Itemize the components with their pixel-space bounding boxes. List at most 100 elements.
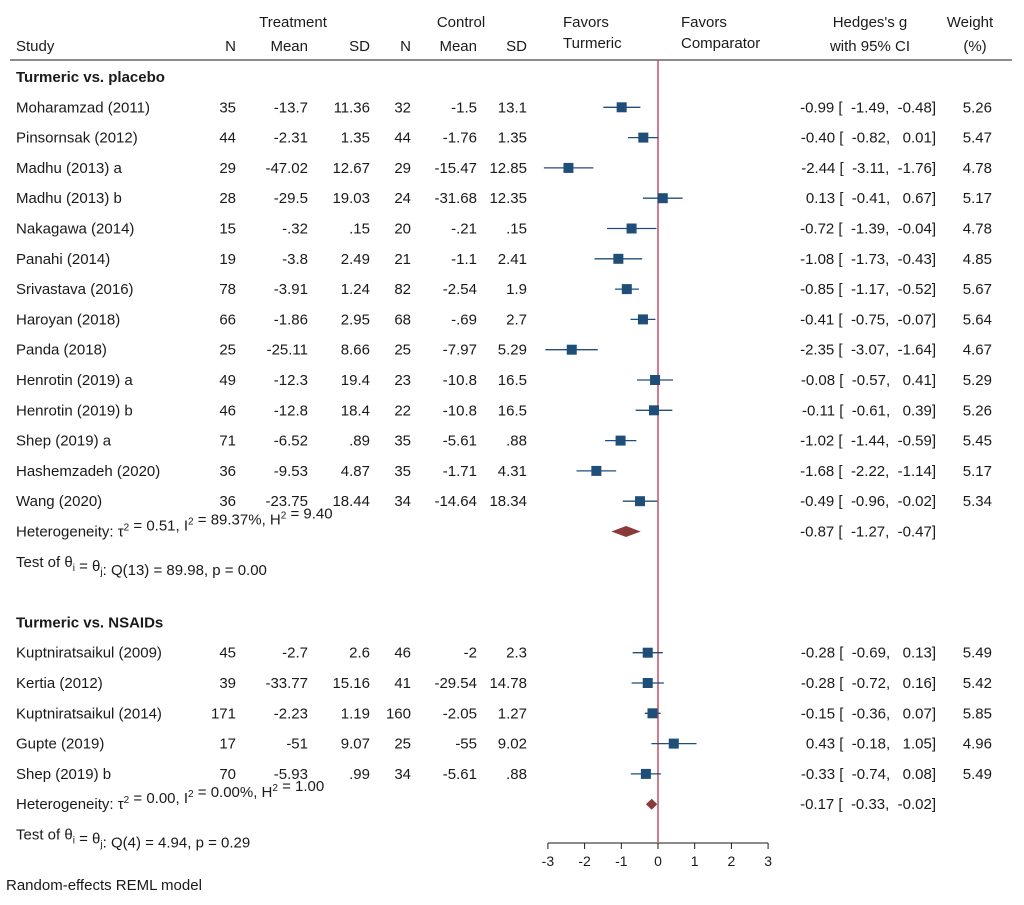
heterogeneity-stats: Heterogeneity: τ2 = 0.51, I2 = 89.37%, H… xyxy=(16,506,333,541)
heterogeneity-test: Test of θi = θj: Q(4) = 4.94, p = 0.29 xyxy=(16,827,250,852)
treatment-sd: 1.19 xyxy=(341,705,370,722)
control-n: 34 xyxy=(394,493,411,510)
effect-ci-text: -2.44 [ -3.11, -1.76] xyxy=(801,160,936,177)
effect-ci-text: -2.35 [ -3.07, -1.64] xyxy=(800,342,936,359)
treatment-sd: 4.87 xyxy=(341,463,370,480)
control-n: 22 xyxy=(394,402,411,419)
treatment-mean: -12.3 xyxy=(274,372,308,389)
control-sd: .15 xyxy=(506,221,527,238)
effect-ci-text: 0.43 [ -0.18, 1.05] xyxy=(806,736,936,753)
favors-right-header-2: Comparator xyxy=(681,35,760,52)
effect-ci-text: 0.13 [ -0.41, 0.67] xyxy=(806,190,936,207)
study-name: Kuptniratsaikul (2009) xyxy=(16,645,162,662)
treatment-mean: -13.7 xyxy=(274,99,308,116)
effect-ci-text: -0.33 [ -0.74, 0.08] xyxy=(801,766,936,783)
control-sd: 2.41 xyxy=(498,251,527,268)
control-mean: -.69 xyxy=(451,311,477,328)
control-sd: 9.02 xyxy=(498,736,527,753)
control-sd: 1.9 xyxy=(506,281,527,298)
heterogeneity-test-part: j xyxy=(99,567,102,578)
study-name: Panahi (2014) xyxy=(16,251,110,268)
study-name: Kuptniratsaikul (2014) xyxy=(16,705,162,722)
control-mean: -.21 xyxy=(451,221,477,238)
effect-marker xyxy=(563,162,574,173)
treatment-sd: 11.36 xyxy=(334,99,370,116)
control-mean: -2.54 xyxy=(443,281,477,298)
effect-marker xyxy=(591,465,602,476)
treatment-sd: 19.03 xyxy=(332,190,370,207)
study-name: Panda (2018) xyxy=(16,342,107,359)
treatment-sd: 8.66 xyxy=(341,342,370,359)
effect-marker xyxy=(616,102,627,113)
control-mean: -14.64 xyxy=(434,493,477,510)
control-sd: 16.5 xyxy=(498,372,527,389)
treatment-sd: 2.95 xyxy=(341,311,370,328)
treatment-header: Treatment xyxy=(259,14,328,31)
x-tick-label: 2 xyxy=(728,853,736,869)
treatment-n: 36 xyxy=(219,463,236,480)
effect-ci-text: -0.15 [ -0.36, 0.07] xyxy=(801,705,936,722)
study-name: Kertia (2012) xyxy=(16,675,103,692)
control-n: 35 xyxy=(394,463,411,480)
treatment-mean: -2.31 xyxy=(274,130,308,147)
effect-header-2: with 95% CI xyxy=(829,38,910,55)
heterogeneity-stats-part: 2 xyxy=(281,511,287,522)
control-mean: -2.05 xyxy=(443,705,477,722)
treatment-sd: .89 xyxy=(349,433,370,450)
treatment-n: 171 xyxy=(211,705,236,722)
control-n: 82 xyxy=(394,281,411,298)
control-n: 20 xyxy=(394,221,411,238)
control-n: 160 xyxy=(386,705,411,722)
heterogeneity-test-part: Test of θ xyxy=(16,827,73,844)
x-tick-label: 1 xyxy=(691,853,699,869)
heterogeneity-stats-part: = 0.51, I xyxy=(129,518,188,535)
weight-header-2: (%) xyxy=(963,38,986,55)
study-name: Hashemzadeh (2020) xyxy=(16,463,160,480)
treatment-n: 49 xyxy=(219,372,236,389)
control-sd: 18.34 xyxy=(489,493,527,510)
control-mean: -1.1 xyxy=(451,251,477,268)
study-weight: 4.67 xyxy=(963,342,992,359)
group-title: Turmeric vs. placebo xyxy=(16,69,165,86)
control-header: Control xyxy=(437,14,485,31)
heterogeneity-test: Test of θi = θj: Q(13) = 89.98, p = 0.00 xyxy=(16,554,267,579)
control-mean: -1.76 xyxy=(443,130,477,147)
treatment-mean: -12.8 xyxy=(274,402,308,419)
control-mean: -2 xyxy=(464,645,477,662)
treatment-sd: 15.16 xyxy=(332,675,370,692)
heterogeneity-stats-part: 2 xyxy=(188,789,194,800)
treatment-n: 44 xyxy=(219,130,236,147)
control-sd: 14.78 xyxy=(489,675,527,692)
study-name: Henrotin (2019) a xyxy=(16,372,133,389)
treatment-n: 25 xyxy=(219,342,236,359)
effect-marker xyxy=(657,193,668,204)
study-name: Pinsornsak (2012) xyxy=(16,130,138,147)
heterogeneity-stats-part: 2 xyxy=(124,523,130,534)
study-weight: 5.64 xyxy=(963,311,992,328)
treatment-mean: -3.91 xyxy=(274,281,308,298)
treatment-n: 29 xyxy=(219,160,236,177)
effect-ci-text: -0.40 [ -0.82, 0.01] xyxy=(801,130,936,147)
effect-marker xyxy=(668,738,679,749)
control-n: 21 xyxy=(394,251,411,268)
pooled-diamond xyxy=(645,798,658,810)
treatment-mean: -25.11 xyxy=(267,342,308,359)
effect-ci-text: -0.72 [ -1.39, -0.04] xyxy=(800,221,936,238)
study-weight: 5.26 xyxy=(963,99,992,116)
effect-ci-text: -0.85 [ -1.17, -0.52] xyxy=(800,281,936,298)
effect-marker xyxy=(642,678,653,688)
study-weight: 5.42 xyxy=(963,675,992,692)
treatment-sd: .99 xyxy=(349,766,370,783)
control-sd: .88 xyxy=(506,766,527,783)
control-sd: 5.29 xyxy=(498,342,527,359)
effect-marker xyxy=(650,375,661,385)
treatment-n: 78 xyxy=(219,281,236,298)
pooled-ci-text: -0.87 [ -1.27, -0.47] xyxy=(800,524,936,541)
control-mean: -29.54 xyxy=(434,675,477,692)
control-n-header: N xyxy=(400,38,411,55)
heterogeneity-stats-part: = 89.37%, H xyxy=(194,512,281,529)
pooled-diamond xyxy=(611,526,641,537)
treatment-n: 35 xyxy=(219,99,236,116)
control-sd: 2.7 xyxy=(506,311,527,328)
heterogeneity-stats-part: τ xyxy=(118,796,124,813)
